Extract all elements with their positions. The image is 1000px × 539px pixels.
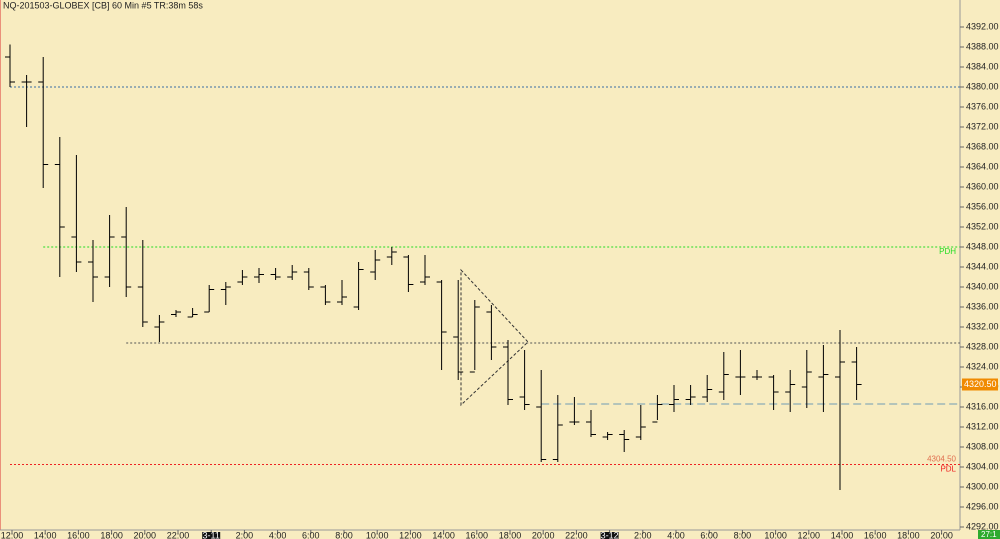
x-tick-label: 10:00: [366, 530, 389, 539]
x-tick-label: 6:00: [302, 530, 320, 539]
y-tick-label: 4312.00: [966, 421, 999, 431]
y-tick-label: 4360.00: [966, 181, 999, 191]
x-tick-label: 2:00: [236, 530, 254, 539]
level-label: PDH: [939, 247, 956, 256]
x-tick-label: 4:00: [667, 530, 685, 539]
x-tick-label: 16:00: [67, 530, 90, 539]
y-tick-label: 4308.00: [966, 441, 999, 451]
y-tick-label: 4300.00: [966, 481, 999, 491]
y-tick-label: 4344.00: [966, 261, 999, 271]
x-tick-label: 3-12: [601, 530, 619, 539]
x-tick-label: 2:00: [634, 530, 652, 539]
y-tick-label: 4364.00: [966, 161, 999, 171]
y-tick-label: 4296.00: [966, 501, 999, 511]
x-tick-label: 6:00: [700, 530, 718, 539]
x-tick-label: 8:00: [734, 530, 752, 539]
date-highlight: [600, 532, 619, 539]
y-tick-label: 4316.00: [966, 401, 999, 411]
chart-title: NQ-201503-GLOBEX [CB] 60 Min #5 TR:38m 5…: [3, 0, 203, 10]
x-tick-label: 20:00: [930, 530, 953, 539]
y-tick-label: 4324.00: [966, 361, 999, 371]
x-tick-label: 14:00: [831, 530, 854, 539]
x-tick-label: 20:00: [134, 530, 157, 539]
x-tick-label: 12:00: [1, 530, 24, 539]
y-tick-label: 4328.00: [966, 341, 999, 351]
y-tick-label: 4384.00: [966, 61, 999, 71]
x-tick-label: 3-11: [203, 530, 220, 539]
x-tick-label: 10:00: [764, 530, 787, 539]
x-tick-label: 12:00: [798, 530, 821, 539]
x-tick-label: 20:00: [532, 530, 555, 539]
x-tick-label: 4:00: [269, 530, 287, 539]
y-tick-label: 4392.00: [966, 21, 999, 31]
y-tick-label: 4340.00: [966, 281, 999, 291]
last-price-label: 4320.50: [964, 379, 997, 389]
x-tick-label: 14:00: [432, 530, 455, 539]
x-tick-label: 12:00: [399, 530, 422, 539]
y-tick-label: 4352.00: [966, 221, 999, 231]
level-label: PDL: [940, 465, 956, 474]
y-tick-label: 4304.00: [966, 461, 999, 471]
x-tick-label: 16:00: [466, 530, 489, 539]
triangle-drawing: [460, 268, 529, 407]
x-tick-label: 14:00: [34, 530, 57, 539]
corner-label: 27:1: [981, 530, 997, 539]
level-value-label: 4304.50: [927, 455, 956, 464]
last-price-box: [962, 378, 998, 391]
date-highlight: [202, 532, 221, 539]
y-tick-label: 4356.00: [966, 201, 999, 211]
x-tick-label: 18:00: [499, 530, 522, 539]
y-tick-label: 4380.00: [966, 81, 999, 91]
x-tick-label: 8:00: [335, 530, 353, 539]
y-tick-label: 4292.00: [966, 521, 999, 531]
x-tick-label: 16:00: [864, 530, 887, 539]
y-tick-label: 4368.00: [966, 141, 999, 151]
y-tick-label: 4376.00: [966, 101, 999, 111]
y-tick-label: 4372.00: [966, 121, 999, 131]
y-tick-label: 4348.00: [966, 241, 999, 251]
corner-box: [978, 530, 1000, 539]
y-tick-label: 4332.00: [966, 321, 999, 331]
x-tick-label: 18:00: [897, 530, 920, 539]
y-tick-label: 4336.00: [966, 301, 999, 311]
y-tick-label: 4388.00: [966, 41, 999, 51]
x-tick-label: 22:00: [167, 530, 190, 539]
x-tick-label: 22:00: [565, 530, 588, 539]
x-tick-label: 18:00: [100, 530, 123, 539]
